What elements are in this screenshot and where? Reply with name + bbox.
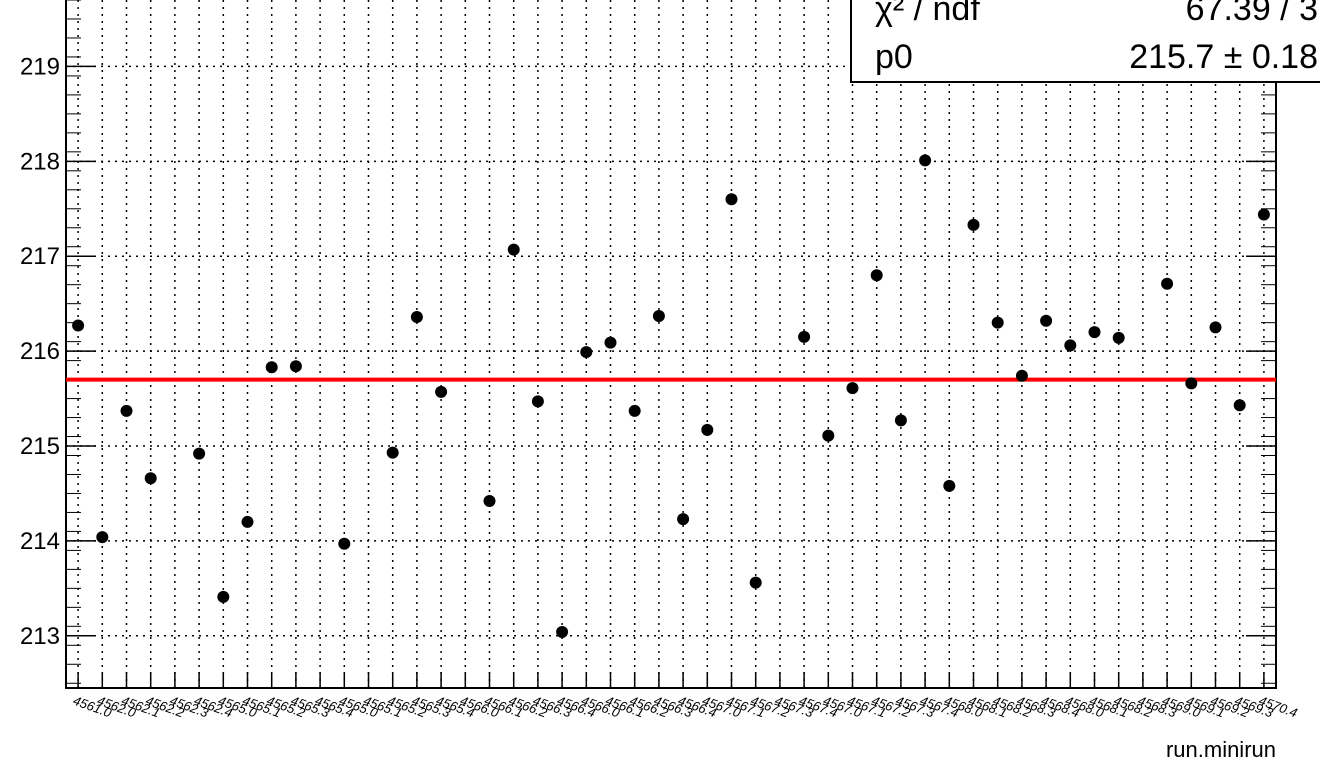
data-point [846, 382, 859, 395]
data-point [386, 446, 399, 459]
data-point [1233, 399, 1246, 412]
data-point [483, 495, 496, 508]
data-point [798, 330, 811, 343]
y-tick-label: 213 [20, 623, 60, 650]
y-tick-label: 219 [20, 53, 60, 80]
data-point [943, 479, 956, 492]
data-point [193, 447, 206, 460]
y-tick-label: 217 [20, 243, 60, 270]
data-point [1161, 277, 1174, 290]
y-axis: 213 214 215 216 217 218 219 [20, 0, 1276, 684]
data-point [1257, 208, 1270, 221]
data-point [72, 319, 85, 332]
data-point [1015, 369, 1028, 382]
stats-row1-value: 67.39 / 3 [1186, 0, 1318, 28]
stats-box: χ² / ndf 67.39 / 3 p0 215.7 ± 0.18 [850, 0, 1320, 83]
y-tick-label: 218 [20, 148, 60, 175]
data-point [435, 385, 448, 398]
data-point [289, 360, 302, 373]
data-point [870, 269, 883, 282]
data-point [507, 243, 520, 256]
data-point [1064, 339, 1077, 352]
data-point [749, 576, 762, 589]
data-point [604, 336, 617, 349]
data-point [338, 537, 351, 550]
data-point [265, 361, 278, 374]
data-point [556, 626, 569, 639]
y-tick-label: 215 [20, 433, 60, 460]
data-point [822, 429, 835, 442]
data-points [72, 154, 1270, 639]
data-point [241, 515, 254, 528]
y-tick-label: 214 [20, 528, 60, 555]
plot-frame [65, 0, 1277, 689]
data-point [652, 310, 665, 323]
data-point [1209, 321, 1222, 334]
x-axis: 4561.04562.04562.14562.24562.34562.44565… [71, 672, 1299, 721]
data-point [580, 346, 593, 359]
data-point [217, 590, 230, 603]
data-point [410, 310, 423, 323]
data-point [1088, 326, 1101, 339]
data-point [1040, 314, 1053, 327]
data-point [96, 531, 109, 544]
data-point [531, 395, 544, 408]
data-point [1112, 331, 1125, 344]
stats-box-frame [850, 0, 1320, 83]
data-point [701, 423, 714, 436]
stats-row1-label: χ² / ndf [875, 0, 980, 28]
data-point [677, 513, 690, 526]
data-point [144, 472, 157, 485]
stats-row2-value: 215.7 ± 0.18 [1129, 38, 1318, 76]
y-tick-label: 216 [20, 338, 60, 365]
data-point [967, 218, 980, 231]
data-point [1185, 377, 1198, 390]
data-point [628, 404, 641, 417]
x-axis-title: run.minirun [1166, 737, 1276, 762]
data-point [919, 154, 932, 167]
data-point [725, 193, 738, 206]
stats-row2-label: p0 [875, 38, 913, 76]
data-point [120, 404, 133, 417]
grid-layer [66, 0, 1276, 688]
data-point [991, 316, 1004, 329]
data-point [894, 414, 907, 427]
